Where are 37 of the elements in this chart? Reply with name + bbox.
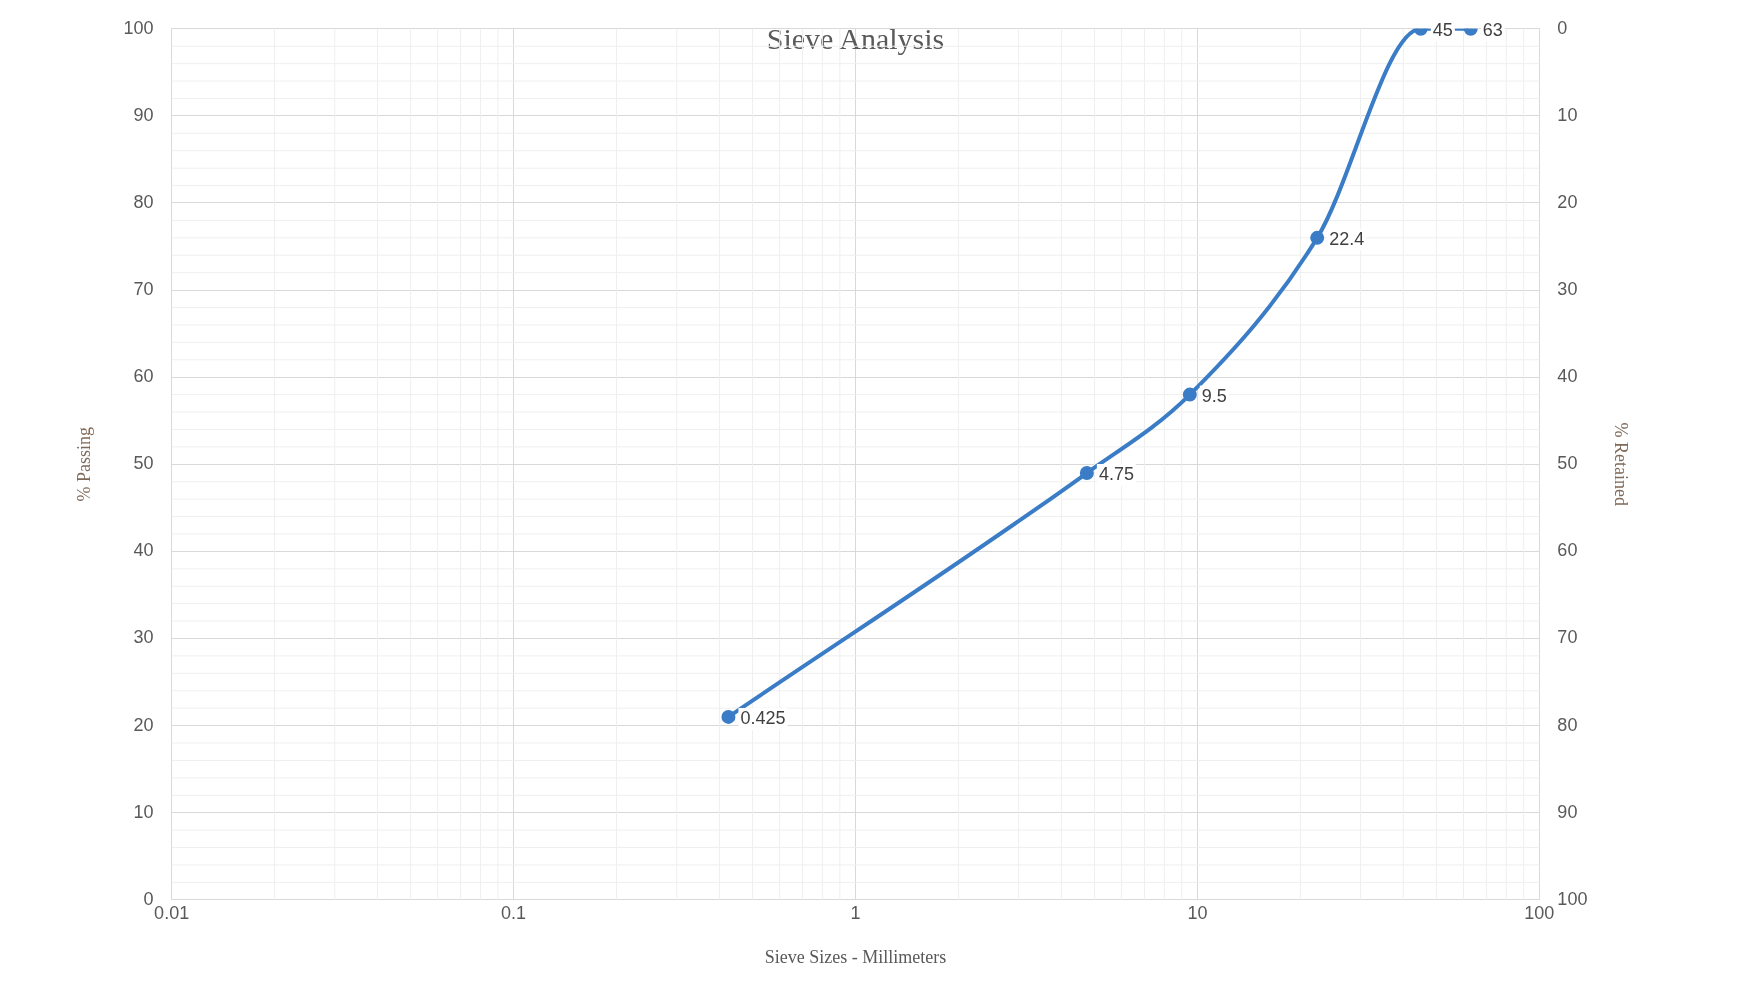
y-tick-label: 0 (143, 888, 154, 909)
y2-tick-label: 80 (1557, 714, 1578, 735)
x-tick-label: 10 (1187, 902, 1208, 923)
annotation: 0.425 (740, 707, 786, 728)
y-tick-label: 30 (133, 627, 154, 648)
y2-tick-label: 30 (1557, 279, 1578, 300)
y2-tick-label: 60 (1557, 540, 1578, 561)
x-axis-title: Sieve Sizes - Millimeters (764, 946, 947, 967)
chart-title: Sieve Analysis (766, 21, 945, 55)
annotation: 22.4 (1329, 228, 1365, 249)
annotation: 63 (1482, 19, 1503, 40)
y2-tick-label: 10 (1557, 104, 1578, 125)
y-axis-title: % Passing (73, 427, 94, 502)
y2-tick-label: 90 (1557, 801, 1578, 822)
y2-tick-label: 40 (1557, 366, 1578, 387)
y-tick-label: 20 (133, 714, 154, 735)
x-tick-label: 0.01 (154, 902, 190, 923)
y-tick-label: 90 (133, 104, 154, 125)
annotation: 45 (1432, 19, 1453, 40)
x-tick-label: 0.1 (501, 902, 527, 923)
y-tick-label: 60 (133, 366, 154, 387)
y-tick-label: 40 (133, 540, 154, 561)
y-tick-label: 70 (133, 279, 154, 300)
y-tick-label: 100 (123, 17, 154, 38)
y2-axis-title: % Retained (1611, 422, 1632, 507)
y2-tick-label: 50 (1557, 453, 1578, 474)
y-tick-label: 10 (133, 801, 154, 822)
y-tick-label: 80 (133, 191, 154, 212)
y2-tick-label: 20 (1557, 191, 1578, 212)
x-tick-label: 100 (1524, 902, 1555, 923)
y2-tick-label: 0 (1557, 17, 1568, 38)
x-tick-label: 1 (850, 902, 861, 923)
annotation: 9.5 (1201, 385, 1227, 406)
y2-tick-label: 100 (1557, 888, 1588, 909)
y-tick-label: 50 (133, 453, 154, 474)
y2-tick-label: 70 (1557, 627, 1578, 648)
annotation: 4.75 (1098, 463, 1134, 484)
